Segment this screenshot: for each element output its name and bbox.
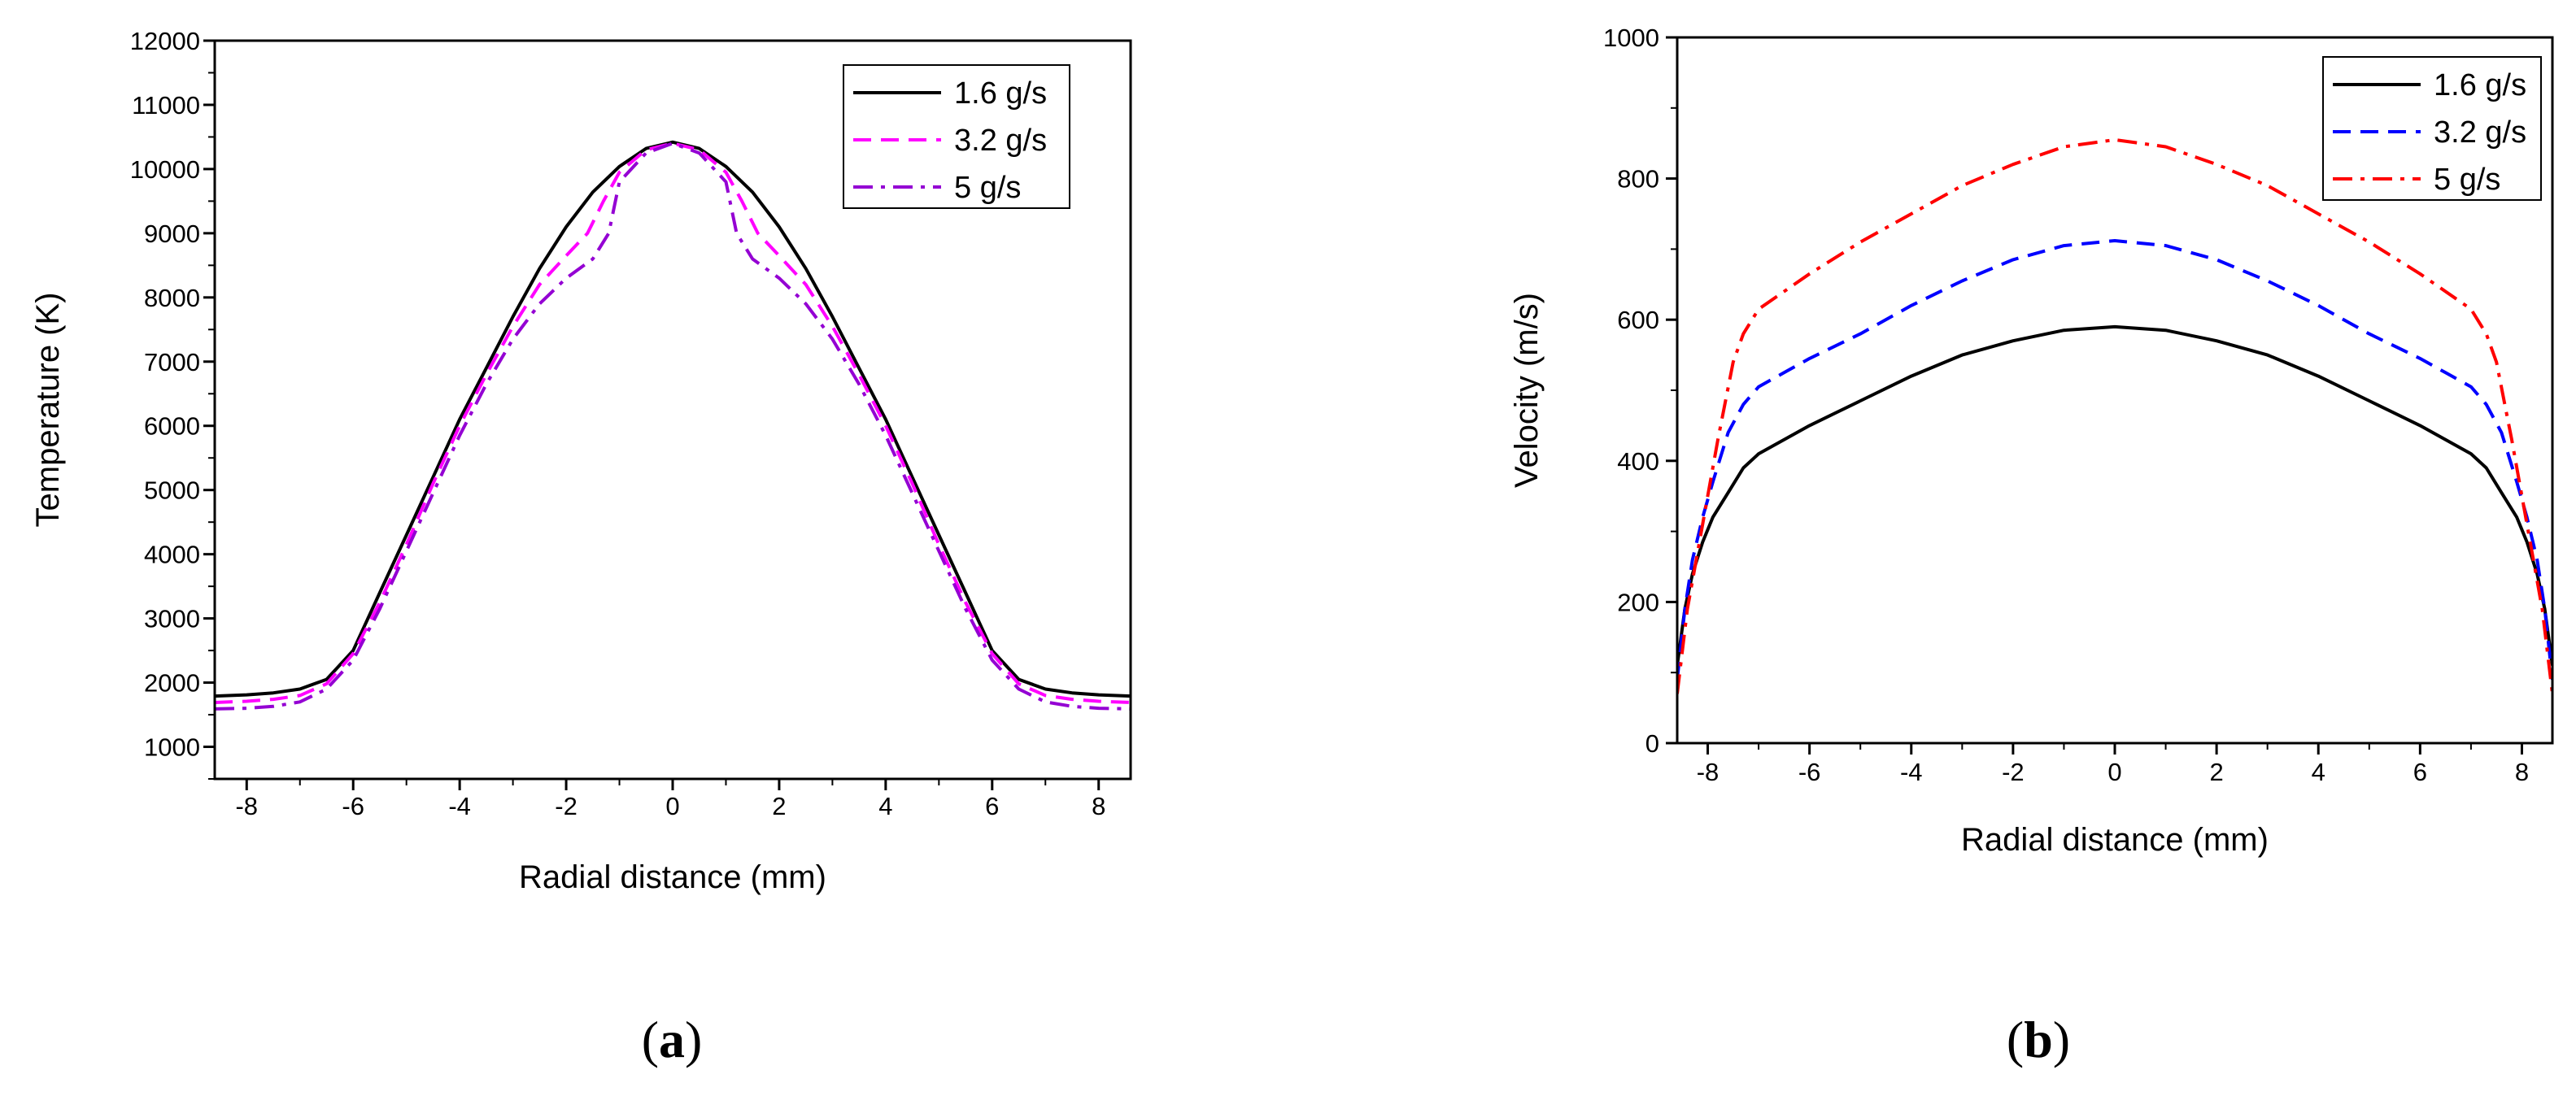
- panel-b-letter: b: [2024, 1011, 2053, 1068]
- panel-a-x-tick-label: 6: [985, 792, 999, 820]
- panel-b-y-axis-label: Velocity (m/s): [1509, 293, 1545, 488]
- panel-a-y-tick-label: 4000: [144, 541, 200, 569]
- panel-a-y-axis-label: Temperature (K): [30, 293, 66, 528]
- panel-a-y-tick-label: 2000: [144, 669, 200, 698]
- panel-b-series-line-2: [1677, 239, 2552, 681]
- panel-a-letter: a: [659, 1011, 685, 1068]
- panel-a-x-tick-label: 2: [772, 792, 786, 820]
- panel-b-y-tick-label: 600: [1617, 306, 1659, 334]
- panel-b-series-line-1: [1677, 324, 2552, 666]
- panel-a-legend: 1.6 g/s 3.2 g/s 5 g/s: [843, 64, 1070, 209]
- panel-a-x-tick-label: 4: [878, 792, 892, 820]
- panel-a-y-tick-label: 10000: [130, 155, 200, 184]
- panel-a-y-tick-label: 3000: [144, 605, 200, 633]
- panel-b-y-tick-label: 1000: [1603, 24, 1659, 52]
- panel-b-legend-box: [2322, 56, 2542, 201]
- panel-b-x-tick-label: -2: [2002, 758, 2025, 786]
- panel-b-x-tick-label: 6: [2413, 758, 2427, 786]
- panel-b-x-tick-label: -8: [1697, 758, 1720, 786]
- panel-a-y-tick-label: 11000: [132, 91, 200, 120]
- panel-a-series-line-3: [215, 141, 1131, 711]
- panel-b-legend-label-2: 3.2 g/s: [2434, 115, 2526, 150]
- panel-a-x-axis-label: Radial distance (mm): [519, 859, 826, 895]
- panel-b-x-axis-label: Radial distance (mm): [1961, 822, 2269, 858]
- panel-a-y-tick-label: 7000: [144, 348, 200, 376]
- panel-a-x-tick-label: -6: [342, 792, 364, 820]
- panel-a-x-tick-label: 0: [665, 792, 679, 820]
- panel-a-x-tick-label: -8: [235, 792, 258, 820]
- panel-b-y-tick-label: 0: [1645, 729, 1659, 758]
- panel-b-velocity-chart: -8 -6 -4 -2 0 2 4 6 8 0 200 400 600 800 1000 Radial dis…: [1509, 24, 2554, 858]
- panel-b-x-tick-label: 0: [2107, 758, 2121, 786]
- panel-label-b: (b): [2007, 1011, 2070, 1068]
- panel-b-series-line-3: [1677, 137, 2552, 694]
- panel-b-x-tick-label: 4: [2312, 758, 2325, 786]
- panel-b-open-paren: (: [2007, 1011, 2024, 1068]
- panel-b-x-tick-label: 8: [2515, 758, 2529, 786]
- panel-b-close-paren: ): [2053, 1011, 2070, 1068]
- panel-a-legend-label-3: 5 g/s: [954, 171, 1021, 205]
- panel-b-y-tick-label: 400: [1617, 447, 1659, 476]
- panel-b-x-tick-label: -6: [1798, 758, 1821, 786]
- panel-a-temperature-chart: -8 -6 -4 -2 0 2 4 6 8 1000 2000 3000 4000 5000 6000 700…: [30, 27, 1132, 895]
- panel-a-x-tick-label: -4: [448, 792, 471, 820]
- panel-b-legend-label-1: 1.6 g/s: [2434, 68, 2526, 102]
- panel-b-x-tick-label: 2: [2209, 758, 2223, 786]
- panel-a-series-line-2: [215, 141, 1131, 704]
- panel-a-y-tick-label: 9000: [144, 220, 200, 248]
- panel-a-y-tick-label: 5000: [144, 476, 200, 505]
- panel-a-series-line-1: [215, 140, 1131, 698]
- panel-label-a: (a): [642, 1011, 703, 1068]
- panel-b-legend: 1.6 g/s 3.2 g/s 5 g/s: [2322, 56, 2542, 201]
- panel-a-open-paren: (: [642, 1011, 659, 1068]
- panel-a-x-tick-label: -2: [555, 792, 578, 820]
- panel-a-legend-label-2: 3.2 g/s: [954, 124, 1047, 158]
- panel-a-x-tick-label: 8: [1092, 792, 1105, 820]
- panel-a-legend-label-1: 1.6 g/s: [954, 76, 1047, 111]
- panel-b-x-tick-label: -4: [1900, 758, 1923, 786]
- panel-b-y-tick-label: 200: [1617, 588, 1659, 616]
- panel-b-legend-label-3: 5 g/s: [2434, 163, 2500, 197]
- panel-a-y-tick-label: 6000: [144, 412, 200, 441]
- panel-a-y-tick-label: 12000: [130, 27, 200, 55]
- panel-a-close-paren: ): [685, 1011, 702, 1068]
- panel-a-y-tick-label: 1000: [144, 733, 200, 762]
- panel-a-y-tick-label: 8000: [144, 284, 200, 312]
- panel-b-y-tick-label: 800: [1617, 165, 1659, 194]
- panel-a-legend-box: [843, 64, 1070, 209]
